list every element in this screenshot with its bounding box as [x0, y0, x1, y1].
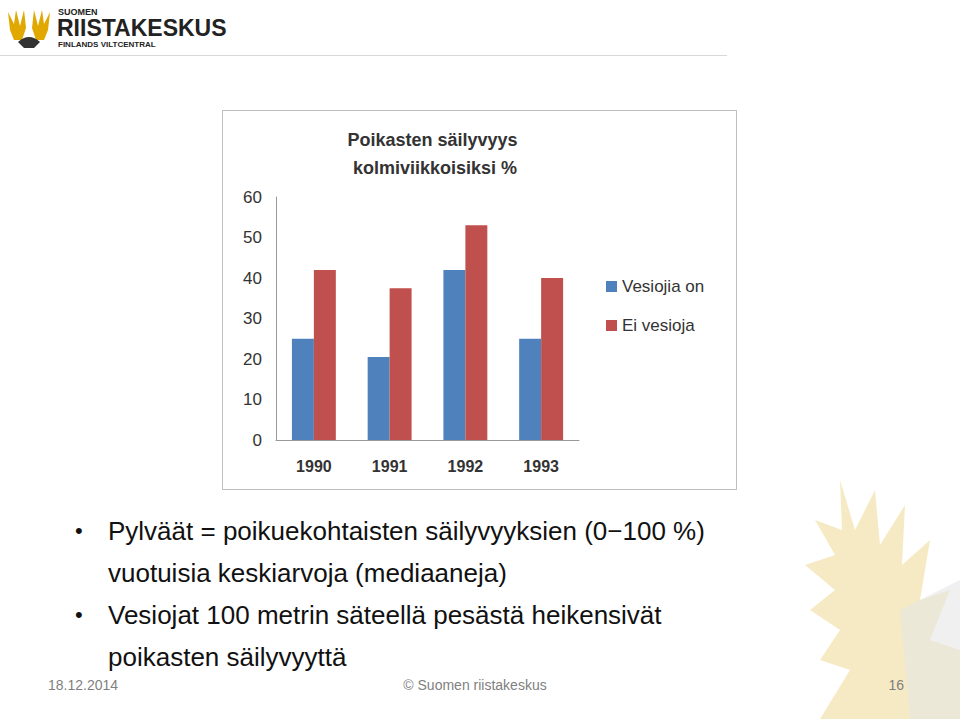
html-text:18.12.2014: 18.12.2014: [48, 677, 119, 693]
svg-text:50: 50: [243, 228, 262, 247]
svg-text:10: 10: [243, 390, 262, 409]
svg-text:1991: 1991: [372, 458, 408, 475]
svg-text:30: 30: [243, 309, 262, 328]
svg-text:1990: 1990: [296, 458, 332, 475]
svg-text:1992: 1992: [448, 458, 484, 475]
svg-text:60: 60: [243, 188, 262, 207]
svg-text:20: 20: [243, 350, 262, 369]
svg-text:40: 40: [243, 269, 262, 288]
svg-text:0: 0: [253, 431, 262, 450]
html-text:Pylväät = poikuekohtaisten säi: Pylväät = poikuekohtaisten säilyvyyksien…: [108, 516, 705, 546]
svg-text:Ei vesioja: Ei vesioja: [622, 316, 695, 335]
svg-text:1993: 1993: [523, 458, 559, 475]
svg-text:FINLANDS VILTCENTRAL: FINLANDS VILTCENTRAL: [58, 40, 156, 49]
html-text:poikasten säilyvyyttä: poikasten säilyvyyttä: [108, 642, 347, 672]
html-text:vuotuisia keskiarvoja (mediaan: vuotuisia keskiarvoja (mediaaneja): [108, 558, 507, 588]
html-text:© Suomen riistakeskus: © Suomen riistakeskus: [403, 677, 547, 693]
html-text:Vesiojat 100 metrin säteellä p: Vesiojat 100 metrin säteellä pesästä hei…: [108, 600, 662, 630]
svg-text:RIISTAKESKUS: RIISTAKESKUS: [57, 15, 227, 41]
html-text:16: 16: [888, 677, 904, 693]
svg-text:Poikasten säilyvyys: Poikasten säilyvyys: [347, 130, 522, 150]
svg-text:Vesiojia on: Vesiojia on: [622, 277, 704, 296]
svg-text:kolmiviikkoisiksi %: kolmiviikkoisiksi %: [353, 158, 517, 178]
svg-text:SUOMEN: SUOMEN: [58, 7, 98, 17]
